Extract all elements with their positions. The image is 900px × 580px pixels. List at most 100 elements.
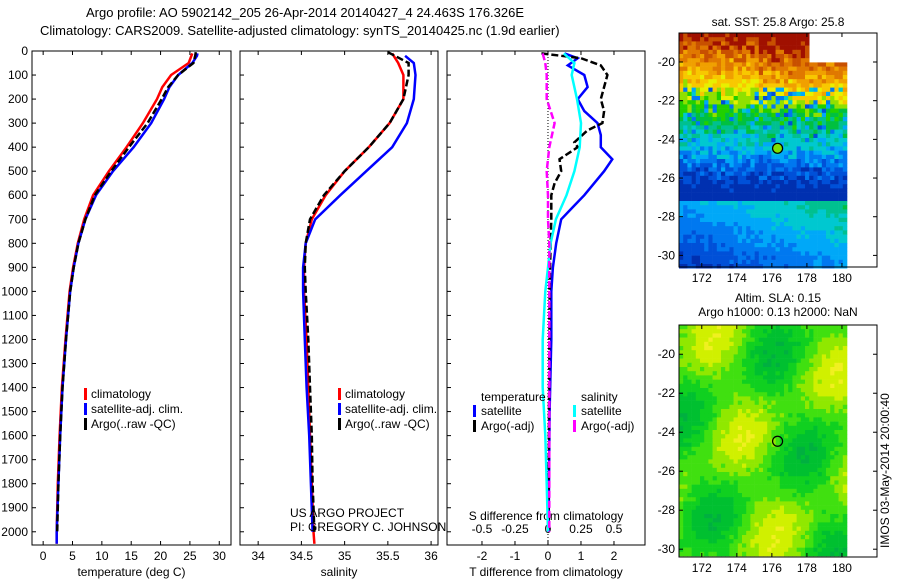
sst_map-map-frame xyxy=(678,32,878,268)
sst_map-map-cell xyxy=(737,196,743,202)
sla_map-map-cell xyxy=(679,518,684,523)
sla_map-map-cell xyxy=(700,337,705,343)
sst_map-map-cell xyxy=(746,259,751,265)
sst_map-map-cell xyxy=(813,192,818,198)
sst_map-map-cell xyxy=(809,264,814,269)
sst_map-map-cell xyxy=(695,79,701,84)
sla_map-map-cell xyxy=(775,425,781,431)
sla_map-ytick-label: -20 xyxy=(658,347,676,361)
sst_map-map-cell xyxy=(834,201,839,206)
sst_map-map-cell xyxy=(784,138,789,143)
sla_map-map-cell xyxy=(805,459,810,464)
sst_map-map-cell xyxy=(834,66,839,72)
sst_map-map-cell xyxy=(679,87,684,93)
sla_map-map-cell xyxy=(821,341,827,347)
sla_map-map-cell xyxy=(792,509,797,515)
sst_map-map-cell xyxy=(821,259,827,265)
sla_map-map-cell xyxy=(792,400,797,406)
sla_map-map-cell xyxy=(721,388,726,393)
sla_map-map-cell xyxy=(779,371,785,376)
sst_map-map-cell xyxy=(691,75,697,80)
sst_map-map-cell xyxy=(754,146,760,151)
sla_map-map-cell xyxy=(695,388,701,393)
sst_map-map-cell xyxy=(716,62,722,67)
sla_map-map-cell xyxy=(830,497,835,502)
sla_map-map-cell xyxy=(733,346,739,351)
sla_map-map-cell xyxy=(729,530,734,536)
sst_map-map-cell xyxy=(834,96,839,101)
sst_map-map-cell xyxy=(754,45,760,51)
sla_map-map-cell xyxy=(683,476,688,481)
sla_map-map-cell xyxy=(750,430,755,435)
sla_map-map-cell xyxy=(834,392,839,397)
sla_map-map-cell xyxy=(830,547,835,553)
sst_map-map-cell xyxy=(708,150,713,156)
sla_map-map-cell xyxy=(788,396,793,401)
sst_map-map-cell xyxy=(746,112,751,118)
sla_map-map-cell xyxy=(809,505,814,511)
sst_map-map-cell xyxy=(729,243,734,248)
sla_map-map-cell xyxy=(687,346,692,351)
sst_map-map-cell xyxy=(767,129,772,135)
sla_map-map-cell xyxy=(679,509,684,515)
sst_map-map-cell xyxy=(784,209,789,214)
sst_map-map-cell xyxy=(691,234,697,240)
sla_map-map-cell xyxy=(813,451,818,456)
sla_map-map-cell xyxy=(733,480,739,485)
sst_map-map-cell xyxy=(737,83,743,88)
sla_map-map-cell xyxy=(683,543,688,548)
sla_map-map-cell xyxy=(742,476,747,481)
sst_map-map-cell xyxy=(729,45,734,51)
sla_map-map-cell xyxy=(687,451,692,456)
sla_map-map-cell xyxy=(830,459,835,464)
sla_map-map-cell xyxy=(733,518,739,523)
sla_map-map-cell xyxy=(700,446,705,452)
sla_map-map-cell xyxy=(813,547,818,553)
sst_map-map-cell xyxy=(737,188,743,193)
sst_map-map-cell xyxy=(817,255,823,261)
sst_map-map-cell xyxy=(784,238,789,244)
sla_map-map-cell xyxy=(779,329,785,334)
sst_map-map-cell xyxy=(809,184,814,189)
sla_map-map-cell xyxy=(721,484,726,490)
sst_map-map-cell xyxy=(704,167,709,172)
sla_map-map-cell xyxy=(800,388,806,393)
sla_map-map-cell xyxy=(792,514,797,519)
sla_map-map-cell xyxy=(771,421,776,427)
sla_map-map-cell xyxy=(708,425,713,431)
sst_map-map-cell xyxy=(746,96,751,101)
sst_map-map-cell xyxy=(729,251,734,256)
sst_map-map-cell xyxy=(796,213,802,219)
sst_map-map-cell xyxy=(763,201,768,206)
sst_map-map-cell xyxy=(767,255,772,261)
sla_map-map-cell xyxy=(758,505,764,511)
sla_map-map-cell xyxy=(687,455,692,460)
sla_map-map-cell xyxy=(800,341,806,347)
sla_map-map-cell xyxy=(779,404,785,410)
sst_map-map-cell xyxy=(758,129,764,135)
sst_map-map-cell xyxy=(700,154,705,160)
sst_map-map-cell xyxy=(721,175,726,181)
sst_map-map-cell xyxy=(733,100,739,105)
sla_map-map-cell xyxy=(800,367,806,372)
sla_map-map-cell xyxy=(796,375,802,380)
sst_map-map-cell xyxy=(817,247,823,252)
sla_map-map-cell xyxy=(767,535,772,540)
sla_map-map-cell xyxy=(809,400,814,406)
sst_map-map-cell xyxy=(763,146,768,151)
sla_map-map-cell xyxy=(712,526,718,532)
sst_map-map-cell xyxy=(708,259,713,265)
sla_map-map-cell xyxy=(716,438,722,443)
sla_map-map-cell xyxy=(742,341,747,347)
sla_map-map-cell xyxy=(792,488,797,494)
sla_map-map-cell xyxy=(834,459,839,464)
sla_map-map-cell xyxy=(830,417,835,422)
sla_map-map-cell xyxy=(805,404,810,410)
sla_map-map-cell xyxy=(821,430,827,435)
sla_map-map-cell xyxy=(838,379,844,385)
sst_map-map-cell xyxy=(725,121,730,126)
sst_map-map-cell xyxy=(784,146,789,151)
sst_map-map-cell xyxy=(725,230,730,235)
sst_map-map-cell xyxy=(813,180,818,185)
sla_map-map-cell xyxy=(813,371,818,376)
